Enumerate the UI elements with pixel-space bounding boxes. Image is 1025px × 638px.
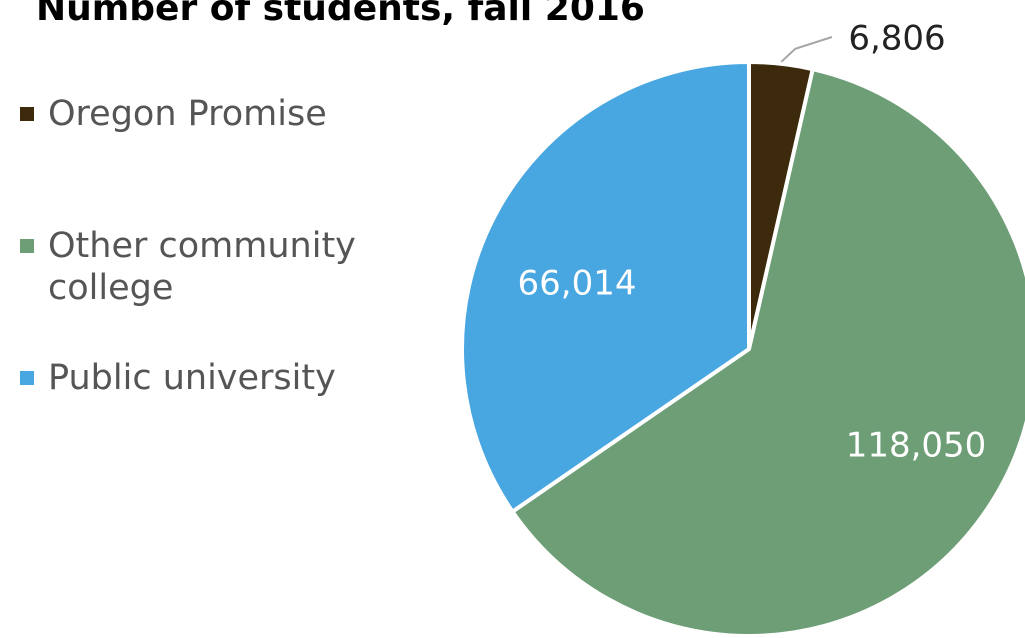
pie-slice-other-community-college — [510, 67, 1025, 638]
legend-label-other-community-college: Other community college — [48, 226, 356, 308]
legend-swatch-oregon-promise — [20, 107, 34, 121]
data-label-oregon-promise: 6,806 — [848, 19, 945, 59]
chart-title: Number of students, fall 2016 — [36, 0, 645, 29]
legend-label-public-university: Public university — [48, 358, 336, 398]
pie-data-labels: 6,806 118,050 66,014 — [518, 19, 987, 466]
legend-label-oregon-promise: Oregon Promise — [48, 94, 327, 134]
pie-slices — [460, 60, 1025, 638]
pie-slice-public-university — [460, 60, 751, 514]
legend-swatch-public-university — [20, 371, 34, 385]
leader-line-oregon-promise — [780, 36, 833, 63]
legend-item-public-university: Public university — [20, 357, 460, 399]
data-label-other-community-college: 118,050 — [846, 426, 987, 466]
data-label-public-university: 66,014 — [518, 264, 637, 304]
legend-item-oregon-promise: Oregon Promise — [20, 93, 460, 135]
legend-swatch-other-community-college — [20, 239, 34, 253]
legend-item-other-community-college: Other community college — [20, 225, 460, 309]
